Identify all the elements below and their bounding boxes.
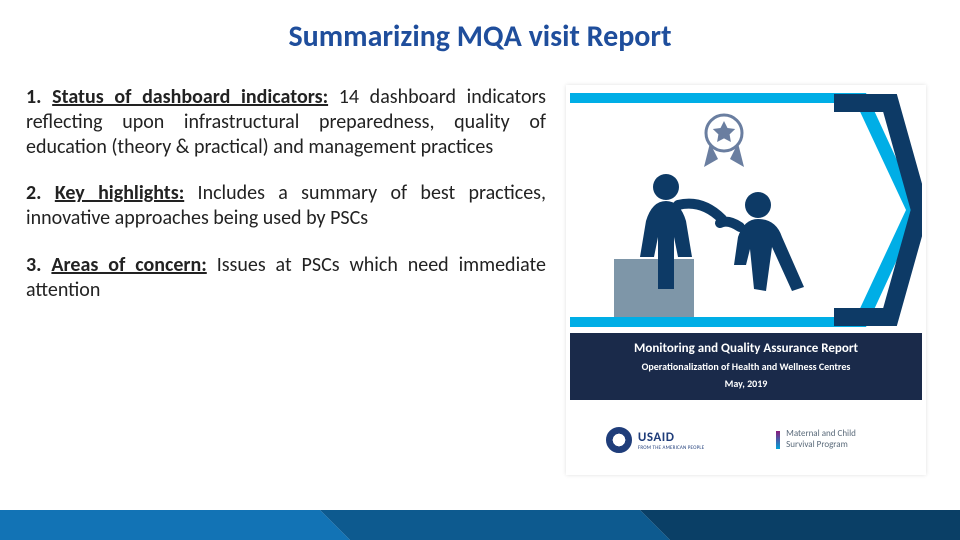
- usaid-seal-icon: [606, 427, 632, 453]
- item-heading: Status of dashboard indicators:: [52, 85, 328, 109]
- bullet-list: 1. Status of dashboard indicators: 14 da…: [26, 85, 546, 475]
- mcsp-logo: Maternal and Child Survival Program: [776, 429, 886, 451]
- list-item: 2. Key highlights: Includes a summary of…: [26, 181, 546, 231]
- usaid-logo: USAID FROM THE AMERICAN PEOPLE: [606, 427, 705, 453]
- cover-report-title: Monitoring and Quality Assurance Report: [580, 341, 912, 356]
- page-title: Summarizing MQA visit Report: [0, 0, 960, 61]
- usaid-name: USAID: [638, 430, 705, 445]
- cover-logos-row: USAID FROM THE AMERICAN PEOPLE Maternal …: [570, 411, 922, 469]
- bottom-accent-bar: [0, 510, 960, 540]
- cover-column: Monitoring and Quality Assurance Report …: [566, 85, 926, 475]
- content-row: 1. Status of dashboard indicators: 14 da…: [0, 61, 960, 475]
- item-number: 1.: [26, 85, 41, 109]
- usaid-text: USAID FROM THE AMERICAN PEOPLE: [638, 430, 705, 451]
- item-heading: Areas of concern:: [51, 253, 206, 277]
- list-item: 1. Status of dashboard indicators: 14 da…: [26, 85, 546, 159]
- cover-subtitle: Operationalization of Health and Wellnes…: [580, 360, 912, 373]
- cover-date: May, 2019: [580, 377, 912, 390]
- usaid-tagline: FROM THE AMERICAN PEOPLE: [638, 445, 705, 451]
- cover-graphic: [570, 89, 922, 331]
- list-item: 3. Areas of concern: Issues at PSCs whic…: [26, 253, 546, 303]
- report-cover: Monitoring and Quality Assurance Report …: [566, 85, 926, 475]
- cover-title-band: Monitoring and Quality Assurance Report …: [570, 333, 922, 400]
- item-number: 3.: [26, 253, 41, 277]
- item-heading: Key highlights:: [55, 181, 184, 205]
- item-number: 2.: [26, 181, 41, 205]
